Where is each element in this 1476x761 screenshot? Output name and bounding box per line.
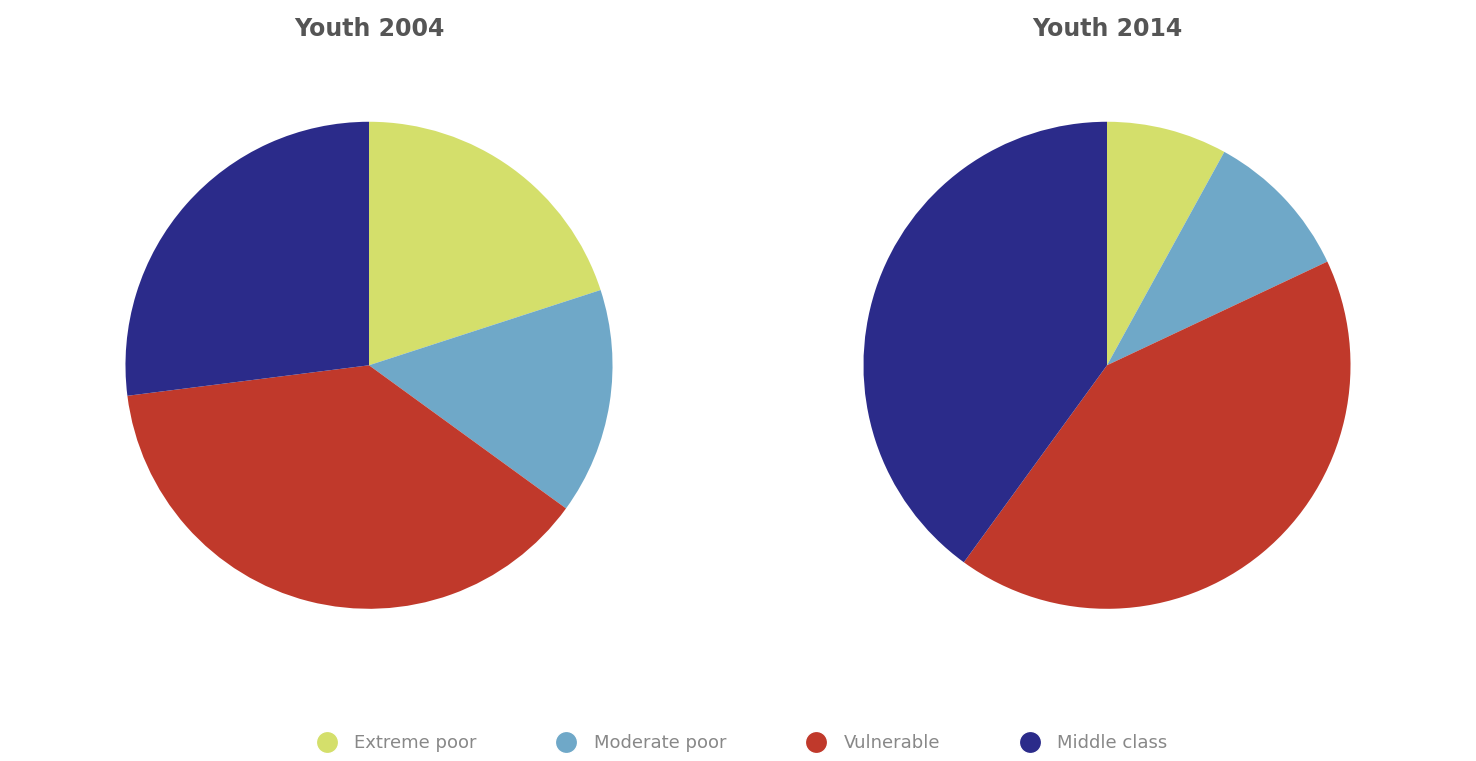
Wedge shape (964, 262, 1351, 609)
Legend: Extreme poor, Moderate poor, Vulnerable, Middle class: Extreme poor, Moderate poor, Vulnerable,… (308, 734, 1168, 752)
Wedge shape (1107, 152, 1327, 365)
Wedge shape (863, 122, 1107, 562)
Title: Youth 2014: Youth 2014 (1032, 17, 1182, 41)
Wedge shape (369, 290, 613, 508)
Wedge shape (1107, 122, 1224, 365)
Wedge shape (127, 365, 565, 609)
Wedge shape (125, 122, 369, 396)
Title: Youth 2004: Youth 2004 (294, 17, 444, 41)
Wedge shape (369, 122, 601, 365)
